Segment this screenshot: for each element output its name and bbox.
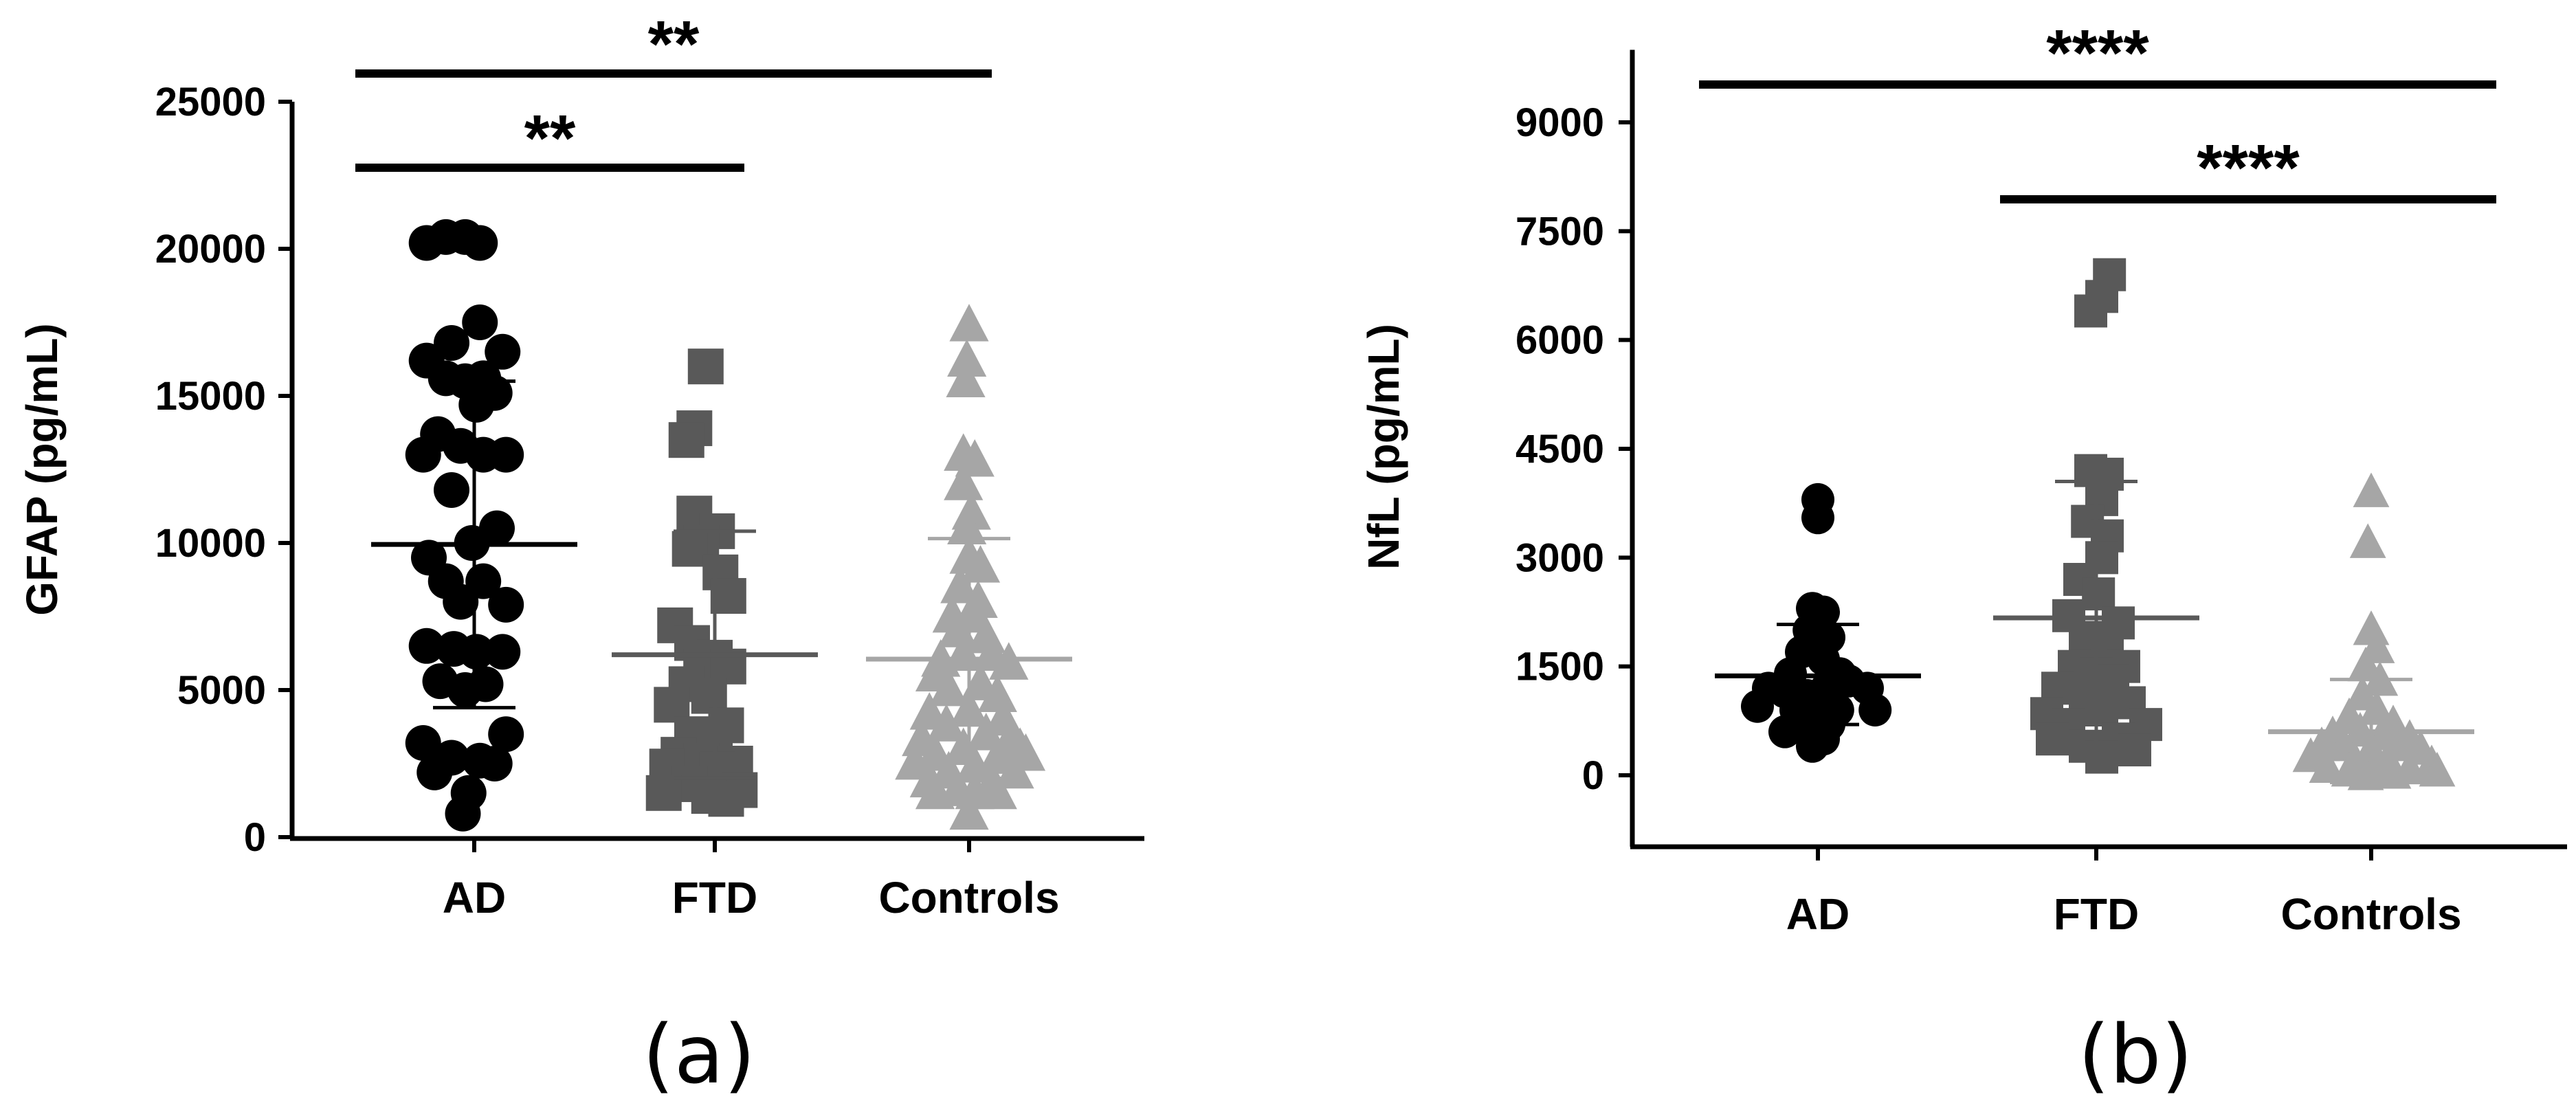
panel-b-axes: 0 1500 3000 4500 6000 7500 9000 AD FTD Controls — [1515, 49, 2567, 939]
data-point-controls — [944, 463, 984, 500]
data-point-controls — [977, 736, 1017, 774]
data-point-controls — [949, 792, 989, 830]
data-point-ftd — [668, 422, 704, 458]
panel-b: 0 1500 3000 4500 6000 7500 9000 AD FTD Controls *… — [1359, 16, 2567, 1102]
data-point-ad — [467, 666, 504, 702]
y-tick-label: 1500 — [1515, 645, 1604, 689]
y-tick-label: 0 — [1582, 753, 1604, 798]
data-point-ad — [434, 471, 469, 508]
y-tick-label: 15000 — [155, 374, 266, 419]
data-point-ad — [1796, 729, 1829, 763]
data-point-controls — [955, 745, 995, 783]
data-point-ad — [462, 304, 498, 340]
data-point-ftd — [645, 775, 682, 811]
data-point-ad — [485, 333, 521, 370]
panel-b-y-axis-title: NfL (pg/mL) — [1359, 324, 1408, 570]
data-point-controls — [2353, 472, 2390, 507]
x-category-label: FTD — [672, 873, 757, 922]
panel-b-caption: (b) — [2078, 1007, 2193, 1102]
data-point-ad — [1801, 501, 1834, 535]
data-point-ad — [485, 634, 521, 670]
y-tick-label: 9000 — [1515, 100, 1604, 145]
x-category-label: AD — [1786, 889, 1850, 939]
data-point-ad — [462, 225, 498, 261]
panel-a: 0 5000 10000 15000 20000 25000 AD FTD Controls *… — [17, 8, 1144, 1102]
data-point-ad — [417, 754, 453, 790]
x-category-label: Controls — [878, 873, 1059, 922]
data-point-controls — [977, 674, 1017, 712]
y-tick-label: 0 — [244, 815, 266, 860]
data-point-ad — [1858, 693, 1892, 726]
data-point-controls — [947, 339, 987, 377]
x-category-label: AD — [443, 873, 506, 922]
data-point-ad — [488, 586, 524, 623]
data-point-ad — [1741, 689, 1774, 723]
significance-label: **** — [2197, 131, 2300, 205]
x-category-label: Controls — [2280, 889, 2461, 939]
panel-a-axes: 0 5000 10000 15000 20000 25000 AD FTD Controls — [155, 80, 1144, 922]
y-tick-label: 5000 — [177, 668, 266, 713]
data-point-ad — [476, 746, 513, 781]
data-point-controls — [2375, 754, 2412, 789]
data-point-controls — [946, 359, 986, 397]
data-point-ad — [465, 436, 502, 473]
data-point-controls — [2419, 751, 2456, 787]
data-point-ftd — [2085, 693, 2118, 726]
data-point-ftd — [2085, 280, 2118, 313]
data-point-ad — [458, 634, 495, 670]
y-tick-label: 3000 — [1515, 535, 1604, 580]
panel-a-points — [405, 219, 1046, 832]
data-point-ad — [443, 584, 479, 620]
significance-label: **** — [2046, 16, 2149, 90]
panel-a-caption: (a) — [643, 1007, 755, 1102]
data-point-controls — [915, 771, 955, 810]
data-point-controls — [977, 771, 1017, 810]
data-point-controls — [983, 698, 1023, 736]
data-point-ad — [405, 436, 441, 473]
data-point-ftd — [2085, 740, 2118, 774]
data-point-ftd — [687, 348, 724, 385]
data-point-ftd — [671, 531, 708, 567]
data-point-controls — [2349, 523, 2386, 558]
y-tick-label: 25000 — [155, 80, 266, 124]
data-point-ad — [408, 628, 445, 664]
data-point-ad — [458, 386, 495, 423]
panel-b-significance: **** **** — [1699, 16, 2496, 205]
data-point-ad — [445, 795, 481, 832]
data-point-controls — [949, 304, 989, 342]
y-tick-label: 4500 — [1515, 427, 1604, 471]
data-point-controls — [2358, 690, 2395, 725]
y-tick-label: 6000 — [1515, 318, 1604, 363]
data-point-controls — [2309, 748, 2346, 784]
data-point-ad — [405, 725, 441, 762]
significance-label: ** — [648, 8, 700, 81]
data-point-ad — [434, 324, 469, 361]
data-point-ftd — [2082, 577, 2116, 611]
data-point-controls — [929, 668, 968, 707]
y-tick-label: 7500 — [1515, 209, 1604, 254]
panel-a-summary — [371, 379, 1072, 780]
panel-a-significance: ** ** — [355, 8, 992, 175]
significance-label: ** — [524, 102, 576, 175]
x-category-label: FTD — [2054, 889, 2139, 939]
panel-a-y-axis-title: GFAP (pg/mL) — [17, 323, 67, 615]
y-tick-label: 10000 — [155, 521, 266, 566]
data-point-ftd — [708, 781, 744, 817]
y-tick-label: 20000 — [155, 227, 266, 271]
data-point-controls — [926, 704, 966, 742]
data-point-controls — [947, 507, 987, 544]
panel-b-summary — [1715, 480, 2474, 785]
data-point-ad — [488, 716, 524, 753]
panel-b-points — [1741, 258, 2456, 790]
